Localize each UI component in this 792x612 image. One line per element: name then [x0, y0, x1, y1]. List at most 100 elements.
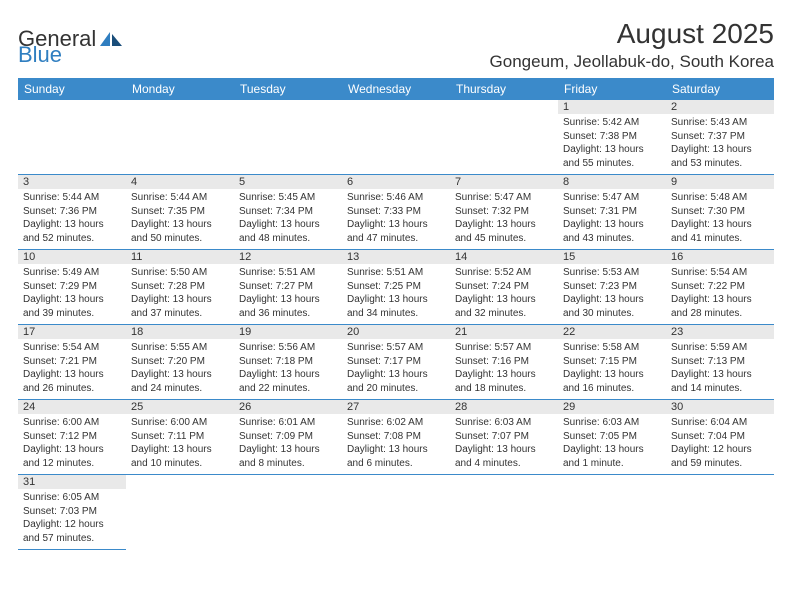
day-details: Sunrise: 6:03 AMSunset: 7:07 PMDaylight:…	[450, 414, 558, 474]
day-number: 9	[666, 175, 774, 189]
sunset-text: Sunset: 7:21 PM	[23, 355, 121, 369]
calendar-header-row: SundayMondayTuesdayWednesdayThursdayFrid…	[18, 78, 774, 100]
sunset-text: Sunset: 7:35 PM	[131, 205, 229, 219]
day-number: 28	[450, 400, 558, 414]
calendar-empty-cell	[450, 100, 558, 175]
sunrise-text: Sunrise: 5:57 AM	[347, 341, 445, 355]
calendar-day-cell: 24Sunrise: 6:00 AMSunset: 7:12 PMDayligh…	[18, 400, 126, 475]
sunrise-text: Sunrise: 6:03 AM	[563, 416, 661, 430]
day-number: 30	[666, 400, 774, 414]
weekday-header: Wednesday	[342, 78, 450, 100]
sunrise-text: Sunrise: 6:03 AM	[455, 416, 553, 430]
calendar-day-cell: 17Sunrise: 5:54 AMSunset: 7:21 PMDayligh…	[18, 325, 126, 400]
daylight-text: Daylight: 13 hours and 6 minutes.	[347, 443, 445, 470]
daylight-text: Daylight: 13 hours and 43 minutes.	[563, 218, 661, 245]
daylight-text: Daylight: 13 hours and 39 minutes.	[23, 293, 121, 320]
day-details: Sunrise: 6:05 AMSunset: 7:03 PMDaylight:…	[18, 489, 126, 549]
daylight-text: Daylight: 13 hours and 4 minutes.	[455, 443, 553, 470]
daylight-text: Daylight: 13 hours and 55 minutes.	[563, 143, 661, 170]
sunset-text: Sunset: 7:08 PM	[347, 430, 445, 444]
day-details: Sunrise: 5:53 AMSunset: 7:23 PMDaylight:…	[558, 264, 666, 324]
day-number: 17	[18, 325, 126, 339]
calendar-day-cell: 10Sunrise: 5:49 AMSunset: 7:29 PMDayligh…	[18, 250, 126, 325]
calendar-day-cell: 30Sunrise: 6:04 AMSunset: 7:04 PMDayligh…	[666, 400, 774, 475]
calendar-day-cell: 1Sunrise: 5:42 AMSunset: 7:38 PMDaylight…	[558, 100, 666, 175]
day-details: Sunrise: 5:59 AMSunset: 7:13 PMDaylight:…	[666, 339, 774, 399]
calendar-day-cell: 4Sunrise: 5:44 AMSunset: 7:35 PMDaylight…	[126, 175, 234, 250]
weekday-header: Friday	[558, 78, 666, 100]
day-number: 18	[126, 325, 234, 339]
weekday-header: Monday	[126, 78, 234, 100]
calendar-day-cell: 9Sunrise: 5:48 AMSunset: 7:30 PMDaylight…	[666, 175, 774, 250]
sunrise-text: Sunrise: 5:52 AM	[455, 266, 553, 280]
calendar-day-cell: 29Sunrise: 6:03 AMSunset: 7:05 PMDayligh…	[558, 400, 666, 475]
calendar-day-cell: 20Sunrise: 5:57 AMSunset: 7:17 PMDayligh…	[342, 325, 450, 400]
daylight-text: Daylight: 13 hours and 14 minutes.	[671, 368, 769, 395]
calendar-empty-cell	[666, 475, 774, 550]
day-number: 20	[342, 325, 450, 339]
sunrise-text: Sunrise: 5:57 AM	[455, 341, 553, 355]
calendar-day-cell: 2Sunrise: 5:43 AMSunset: 7:37 PMDaylight…	[666, 100, 774, 175]
day-details: Sunrise: 5:43 AMSunset: 7:37 PMDaylight:…	[666, 114, 774, 174]
daylight-text: Daylight: 13 hours and 32 minutes.	[455, 293, 553, 320]
day-details: Sunrise: 6:02 AMSunset: 7:08 PMDaylight:…	[342, 414, 450, 474]
day-details: Sunrise: 6:04 AMSunset: 7:04 PMDaylight:…	[666, 414, 774, 474]
day-number: 14	[450, 250, 558, 264]
calendar-week-row: 10Sunrise: 5:49 AMSunset: 7:29 PMDayligh…	[18, 250, 774, 325]
calendar-empty-cell	[234, 100, 342, 175]
sunrise-text: Sunrise: 5:44 AM	[23, 191, 121, 205]
daylight-text: Daylight: 13 hours and 34 minutes.	[347, 293, 445, 320]
day-details: Sunrise: 5:45 AMSunset: 7:34 PMDaylight:…	[234, 189, 342, 249]
day-details: Sunrise: 5:51 AMSunset: 7:27 PMDaylight:…	[234, 264, 342, 324]
sunrise-text: Sunrise: 5:49 AM	[23, 266, 121, 280]
calendar-day-cell: 7Sunrise: 5:47 AMSunset: 7:32 PMDaylight…	[450, 175, 558, 250]
day-number: 15	[558, 250, 666, 264]
sunset-text: Sunset: 7:15 PM	[563, 355, 661, 369]
daylight-text: Daylight: 13 hours and 22 minutes.	[239, 368, 337, 395]
daylight-text: Daylight: 13 hours and 28 minutes.	[671, 293, 769, 320]
calendar-week-row: 24Sunrise: 6:00 AMSunset: 7:12 PMDayligh…	[18, 400, 774, 475]
sunset-text: Sunset: 7:20 PM	[131, 355, 229, 369]
sunset-text: Sunset: 7:04 PM	[671, 430, 769, 444]
daylight-text: Daylight: 13 hours and 20 minutes.	[347, 368, 445, 395]
daylight-text: Daylight: 13 hours and 47 minutes.	[347, 218, 445, 245]
weekday-header: Sunday	[18, 78, 126, 100]
sunrise-text: Sunrise: 6:00 AM	[23, 416, 121, 430]
daylight-text: Daylight: 13 hours and 18 minutes.	[455, 368, 553, 395]
day-details: Sunrise: 5:47 AMSunset: 7:31 PMDaylight:…	[558, 189, 666, 249]
sunrise-text: Sunrise: 5:47 AM	[563, 191, 661, 205]
daylight-text: Daylight: 13 hours and 52 minutes.	[23, 218, 121, 245]
calendar-week-row: 3Sunrise: 5:44 AMSunset: 7:36 PMDaylight…	[18, 175, 774, 250]
daylight-text: Daylight: 12 hours and 57 minutes.	[23, 518, 121, 545]
calendar-empty-cell	[234, 475, 342, 550]
calendar-day-cell: 23Sunrise: 5:59 AMSunset: 7:13 PMDayligh…	[666, 325, 774, 400]
day-details: Sunrise: 6:00 AMSunset: 7:11 PMDaylight:…	[126, 414, 234, 474]
sunrise-text: Sunrise: 5:42 AM	[563, 116, 661, 130]
calendar-empty-cell	[450, 475, 558, 550]
day-number: 29	[558, 400, 666, 414]
day-details: Sunrise: 6:00 AMSunset: 7:12 PMDaylight:…	[18, 414, 126, 474]
sunset-text: Sunset: 7:18 PM	[239, 355, 337, 369]
sunset-text: Sunset: 7:16 PM	[455, 355, 553, 369]
calendar-day-cell: 8Sunrise: 5:47 AMSunset: 7:31 PMDaylight…	[558, 175, 666, 250]
calendar-day-cell: 27Sunrise: 6:02 AMSunset: 7:08 PMDayligh…	[342, 400, 450, 475]
sunset-text: Sunset: 7:09 PM	[239, 430, 337, 444]
day-details: Sunrise: 5:44 AMSunset: 7:36 PMDaylight:…	[18, 189, 126, 249]
calendar-day-cell: 19Sunrise: 5:56 AMSunset: 7:18 PMDayligh…	[234, 325, 342, 400]
calendar-day-cell: 6Sunrise: 5:46 AMSunset: 7:33 PMDaylight…	[342, 175, 450, 250]
calendar-day-cell: 3Sunrise: 5:44 AMSunset: 7:36 PMDaylight…	[18, 175, 126, 250]
sunset-text: Sunset: 7:25 PM	[347, 280, 445, 294]
daylight-text: Daylight: 13 hours and 45 minutes.	[455, 218, 553, 245]
logo-text-blue: Blue	[18, 42, 62, 68]
calendar-day-cell: 15Sunrise: 5:53 AMSunset: 7:23 PMDayligh…	[558, 250, 666, 325]
sunset-text: Sunset: 7:22 PM	[671, 280, 769, 294]
sunrise-text: Sunrise: 5:43 AM	[671, 116, 769, 130]
sunset-text: Sunset: 7:30 PM	[671, 205, 769, 219]
calendar-day-cell: 22Sunrise: 5:58 AMSunset: 7:15 PMDayligh…	[558, 325, 666, 400]
day-details: Sunrise: 5:44 AMSunset: 7:35 PMDaylight:…	[126, 189, 234, 249]
day-number: 27	[342, 400, 450, 414]
calendar-empty-cell	[18, 100, 126, 175]
calendar-day-cell: 13Sunrise: 5:51 AMSunset: 7:25 PMDayligh…	[342, 250, 450, 325]
sunrise-text: Sunrise: 6:02 AM	[347, 416, 445, 430]
sunset-text: Sunset: 7:34 PM	[239, 205, 337, 219]
